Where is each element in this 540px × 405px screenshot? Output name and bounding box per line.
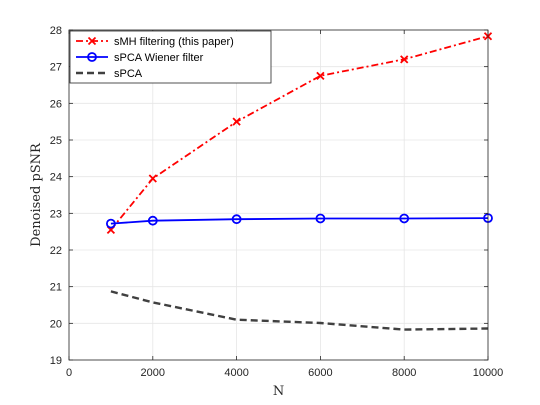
y-tick-label: 27	[50, 62, 62, 74]
y-tick-label: 26	[50, 98, 62, 110]
legend-marker	[87, 36, 97, 46]
marker-stroke	[316, 71, 325, 80]
legend-entry: sMH filtering (this paper)	[76, 36, 234, 48]
x-tick-label: 10000	[473, 367, 504, 379]
series-line	[110, 217, 489, 225]
y-tick-label: 24	[50, 172, 62, 184]
legend-label: sMH filtering (this paper)	[114, 36, 234, 48]
y-tick-label: 22	[50, 245, 62, 257]
data-point	[148, 174, 157, 183]
data-point	[315, 213, 326, 224]
y-tick-label: 28	[50, 25, 62, 37]
marker-stroke	[232, 117, 241, 126]
legend-marker	[87, 52, 97, 62]
series-line	[110, 35, 489, 231]
marker-stroke	[148, 174, 157, 183]
x-axis-label: N	[273, 384, 284, 399]
data-point	[232, 117, 241, 126]
legend-entry: sPCA Wiener filter	[76, 52, 204, 64]
x-tick-label: 0	[66, 367, 72, 379]
legend: sMH filtering (this paper) sPCA Wiener fi…	[69, 30, 272, 84]
marker-stroke	[400, 55, 409, 64]
y-axis-label: Denoised pSNR	[29, 142, 44, 247]
legend-label: sPCA Wiener filter	[114, 52, 204, 64]
data-point	[400, 55, 409, 64]
plot-frame	[68, 29, 489, 361]
x-tick-label: 6000	[308, 367, 332, 379]
y-tick-label: 23	[50, 208, 62, 220]
data-point	[147, 215, 158, 226]
legend-entry: sPCA	[76, 68, 143, 80]
x-tick-label: 8000	[392, 367, 416, 379]
series-2	[110, 290, 489, 331]
data-point	[231, 214, 242, 225]
series-line	[110, 290, 489, 331]
legend-label: sPCA	[114, 68, 143, 80]
series-layer	[106, 32, 493, 331]
y-tick-label: 20	[50, 318, 62, 330]
x-tick-label: 4000	[224, 367, 248, 379]
marker-stroke	[87, 36, 97, 46]
data-point	[106, 218, 116, 229]
data-point	[316, 71, 325, 80]
axis-ticks: 0 2000 4000 6000 8000 10000 19 20 21 22 23 24 25 26 27…	[50, 25, 504, 379]
y-tick-label: 19	[50, 355, 62, 367]
data-point	[399, 213, 410, 224]
y-tick-label: 21	[50, 282, 62, 294]
y-tick-label: 25	[50, 135, 62, 147]
grid	[68, 29, 489, 361]
x-tick-label: 2000	[141, 367, 165, 379]
